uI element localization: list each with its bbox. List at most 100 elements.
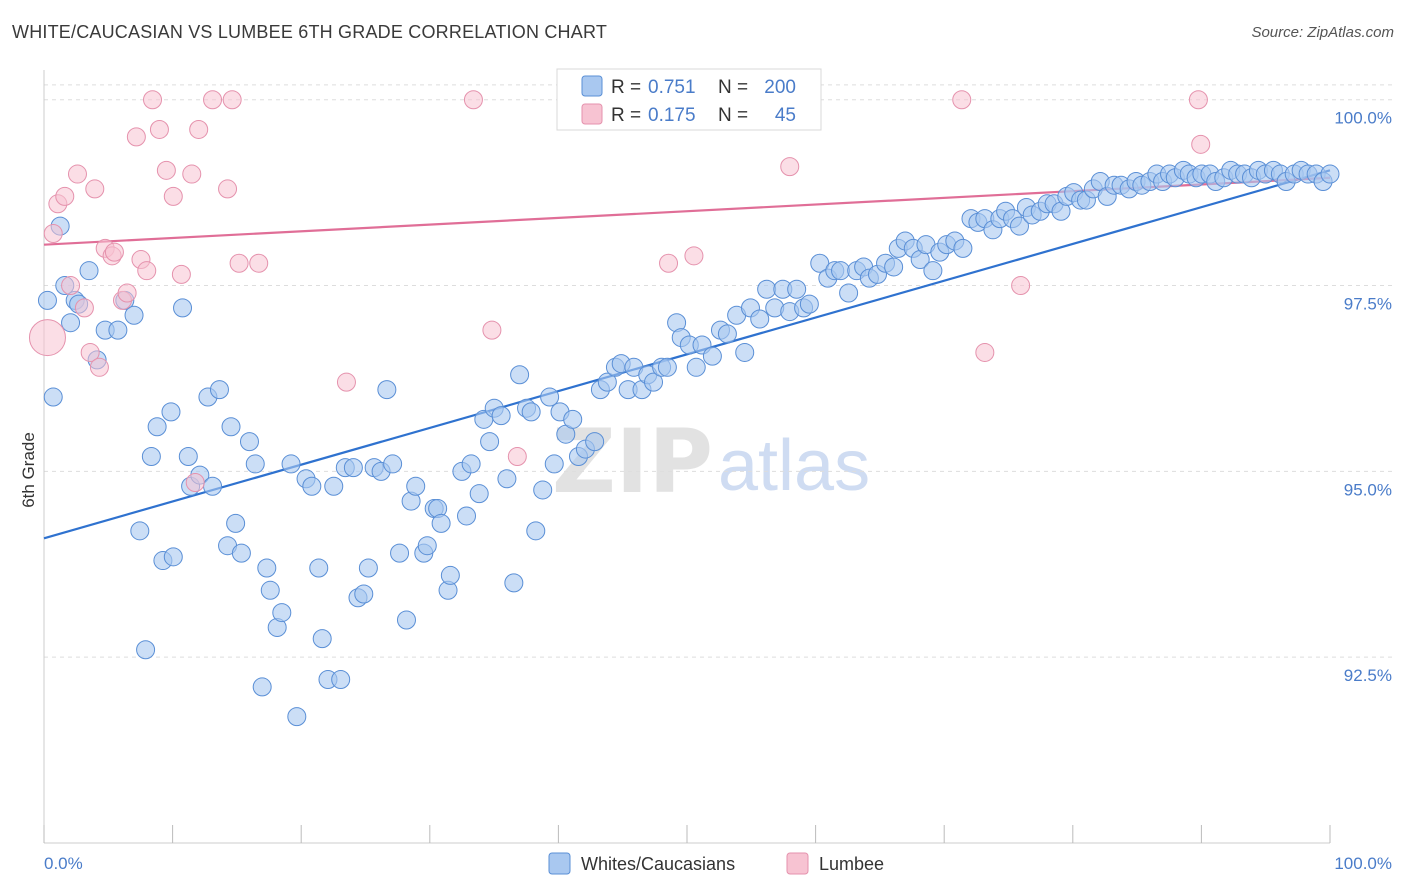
point-lumbee xyxy=(222,90,242,110)
point-lumbee xyxy=(1011,276,1031,296)
point-lumbee xyxy=(218,179,238,199)
point-lumbee xyxy=(229,253,249,273)
point-whites-caucasians xyxy=(510,365,530,385)
point-whites-caucasians xyxy=(231,543,251,563)
point-whites-caucasians xyxy=(504,573,524,593)
legend-bottom-swatch-blue xyxy=(548,852,571,875)
point-whites-caucasians xyxy=(245,454,265,474)
series-whites-caucasians xyxy=(37,160,1340,727)
point-whites-caucasians xyxy=(686,357,706,377)
point-lumbee xyxy=(189,119,209,139)
point-lumbee xyxy=(43,224,63,244)
point-whites-caucasians xyxy=(799,294,819,314)
legend-n-label-pink: N = xyxy=(718,105,748,126)
point-whites-caucasians xyxy=(272,603,292,623)
point-whites-caucasians xyxy=(287,707,307,727)
y-axis-label: 6th Grade xyxy=(19,432,38,508)
point-lumbee xyxy=(80,342,100,362)
point-whites-caucasians xyxy=(431,513,451,533)
point-whites-caucasians xyxy=(953,238,973,258)
point-whites-caucasians xyxy=(324,476,344,496)
legend-bottom-swatch-pink xyxy=(786,852,809,875)
legend-n-value-blue: 200 xyxy=(764,77,796,98)
point-lumbee xyxy=(163,186,183,206)
point-whites-caucasians xyxy=(147,417,167,437)
y-tick-label: 100.0% xyxy=(1334,109,1392,128)
point-whites-caucasians xyxy=(406,476,426,496)
point-whites-caucasians xyxy=(173,298,193,318)
point-lumbee xyxy=(249,253,269,273)
point-whites-caucasians xyxy=(343,458,363,478)
point-whites-caucasians xyxy=(540,387,560,407)
point-whites-caucasians xyxy=(108,320,128,340)
point-whites-caucasians xyxy=(383,454,403,474)
point-lumbee xyxy=(336,372,356,392)
point-whites-caucasians xyxy=(597,372,617,392)
point-whites-caucasians xyxy=(657,357,677,377)
point-whites-caucasians xyxy=(124,305,144,325)
point-lumbee xyxy=(137,261,157,281)
point-whites-caucasians xyxy=(37,290,57,310)
point-whites-caucasians xyxy=(396,610,416,630)
point-whites-caucasians xyxy=(141,447,161,466)
point-lumbee xyxy=(684,246,704,266)
point-whites-caucasians xyxy=(469,484,489,504)
point-lumbee xyxy=(117,283,137,303)
point-lumbee xyxy=(143,90,163,110)
point-whites-caucasians xyxy=(226,513,246,533)
point-whites-caucasians xyxy=(457,506,477,526)
point-whites-caucasians xyxy=(544,454,564,474)
point-whites-caucasians xyxy=(839,283,859,303)
point-whites-caucasians xyxy=(309,558,329,578)
point-lumbee xyxy=(89,357,109,377)
point-whites-caucasians xyxy=(757,279,777,299)
legend-bottom-label-pink: Lumbee xyxy=(819,854,884,874)
point-lumbee xyxy=(55,186,75,206)
point-whites-caucasians xyxy=(61,313,81,333)
point-whites-caucasians xyxy=(533,480,553,500)
tick-labels: 92.5% 95.0% 97.5% 100.0% 0.0% 100.0% xyxy=(44,109,1392,873)
trend-line-whites-caucasians xyxy=(43,169,1331,540)
point-whites-caucasians xyxy=(221,417,241,437)
point-whites-caucasians xyxy=(491,406,511,426)
point-whites-caucasians xyxy=(209,380,229,400)
point-whites-caucasians xyxy=(130,521,150,541)
legend-r-value-blue: 0.751 xyxy=(648,77,696,98)
point-whites-caucasians xyxy=(831,261,851,281)
point-lumbee xyxy=(85,179,105,199)
point-lumbee xyxy=(780,157,800,177)
point-whites-caucasians xyxy=(302,476,322,496)
point-lumbee xyxy=(463,90,483,110)
point-lumbee xyxy=(126,127,146,147)
point-whites-caucasians xyxy=(884,257,904,277)
point-whites-caucasians xyxy=(923,261,943,281)
point-lumbee xyxy=(952,90,972,110)
point-whites-caucasians xyxy=(377,380,397,400)
point-lumbee xyxy=(156,160,176,180)
point-whites-caucasians xyxy=(1320,164,1340,184)
point-lumbee xyxy=(61,276,81,296)
legend-swatch-blue xyxy=(581,75,603,97)
point-whites-caucasians xyxy=(178,447,198,466)
point-whites-caucasians xyxy=(43,387,63,407)
point-whites-caucasians xyxy=(644,372,664,392)
watermark-atlas: atlas xyxy=(718,426,870,506)
point-whites-caucasians xyxy=(810,253,830,273)
point-lumbee xyxy=(507,447,527,466)
point-lumbee xyxy=(28,319,66,357)
point-whites-caucasians xyxy=(136,640,156,660)
point-whites-caucasians xyxy=(417,536,437,556)
point-whites-caucasians xyxy=(203,476,223,496)
point-whites-caucasians xyxy=(702,346,722,366)
point-whites-caucasians xyxy=(750,309,770,329)
point-whites-caucasians xyxy=(526,521,546,541)
point-whites-caucasians xyxy=(239,432,259,452)
point-lumbee xyxy=(185,473,205,493)
point-lumbee xyxy=(1188,90,1208,110)
legend-swatch-pink xyxy=(581,103,603,125)
chart-title: WHITE/CAUCASIAN VS LUMBEE 6TH GRADE CORR… xyxy=(12,22,608,42)
point-whites-caucasians xyxy=(358,558,378,578)
legend-n-label-blue: N = xyxy=(718,77,748,98)
point-whites-caucasians xyxy=(717,324,737,344)
